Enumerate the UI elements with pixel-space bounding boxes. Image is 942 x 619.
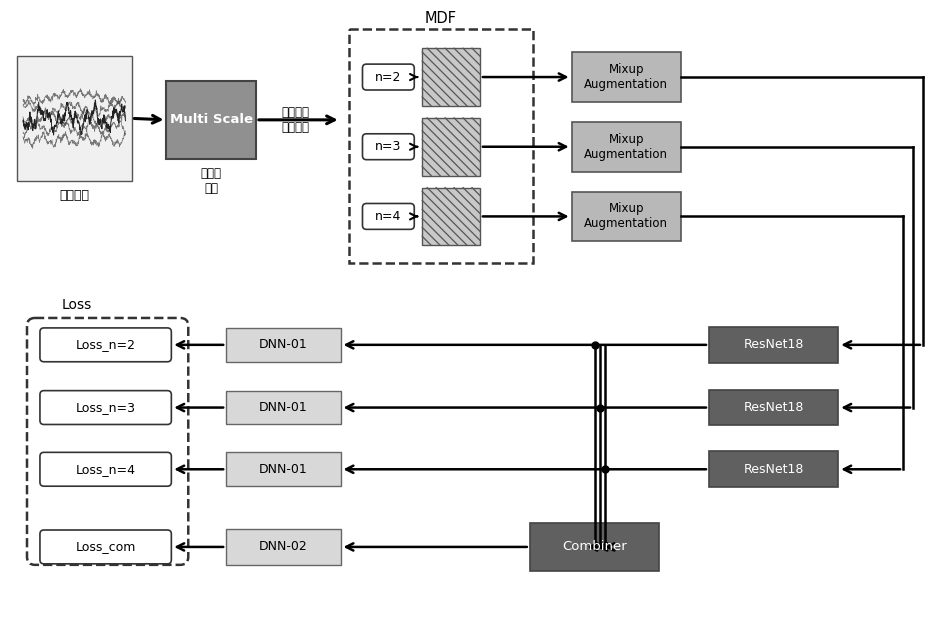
FancyBboxPatch shape (40, 391, 171, 425)
Text: DNN-01: DNN-01 (259, 339, 308, 352)
FancyBboxPatch shape (40, 452, 171, 486)
FancyBboxPatch shape (363, 64, 414, 90)
Text: MDF: MDF (425, 11, 457, 26)
Text: Loss_n=2: Loss_n=2 (75, 339, 136, 352)
Text: Mixup
Augmentation: Mixup Augmentation (584, 132, 668, 161)
Bar (709, 451, 838, 487)
Bar (422, 188, 480, 245)
Text: 脑电信号: 脑电信号 (59, 189, 89, 202)
Bar (226, 529, 341, 565)
Bar (422, 48, 480, 106)
Text: Multi Scale: Multi Scale (170, 113, 252, 126)
Text: Mixup
Augmentation: Mixup Augmentation (584, 63, 668, 91)
Text: DNN-01: DNN-01 (259, 463, 308, 476)
Text: Loss_n=3: Loss_n=3 (75, 401, 136, 414)
Bar (422, 188, 480, 245)
Text: Loss_com: Loss_com (75, 540, 136, 553)
Text: 多尺度
处理: 多尺度 处理 (201, 167, 221, 194)
Bar (167, 81, 256, 158)
Text: n=2: n=2 (375, 71, 401, 84)
Bar (529, 523, 659, 571)
Bar (422, 118, 480, 176)
FancyBboxPatch shape (363, 134, 414, 160)
FancyBboxPatch shape (363, 204, 414, 230)
FancyBboxPatch shape (40, 328, 171, 361)
Bar (226, 391, 341, 425)
Bar (572, 191, 681, 241)
Bar (709, 389, 838, 425)
Bar (349, 29, 533, 263)
Text: ResNet18: ResNet18 (743, 401, 804, 414)
Bar (17, 56, 132, 181)
Text: ResNet18: ResNet18 (743, 339, 804, 352)
Text: Loss_n=4: Loss_n=4 (75, 463, 136, 476)
Text: n=3: n=3 (375, 141, 401, 154)
Bar (226, 452, 341, 486)
Text: DNN-01: DNN-01 (259, 401, 308, 414)
Text: DNN-02: DNN-02 (259, 540, 308, 553)
Bar (572, 52, 681, 102)
Text: n=4: n=4 (375, 210, 401, 223)
Text: Loss: Loss (62, 298, 92, 312)
FancyBboxPatch shape (40, 530, 171, 564)
Bar (226, 328, 341, 361)
Bar (422, 118, 480, 176)
Text: ResNet18: ResNet18 (743, 463, 804, 476)
Text: 脑电信号
转为图像: 脑电信号 转为图像 (282, 106, 310, 134)
Bar (709, 327, 838, 363)
Bar (572, 122, 681, 171)
Text: Mixup
Augmentation: Mixup Augmentation (584, 202, 668, 230)
Bar (422, 48, 480, 106)
Text: Combiner: Combiner (562, 540, 626, 553)
